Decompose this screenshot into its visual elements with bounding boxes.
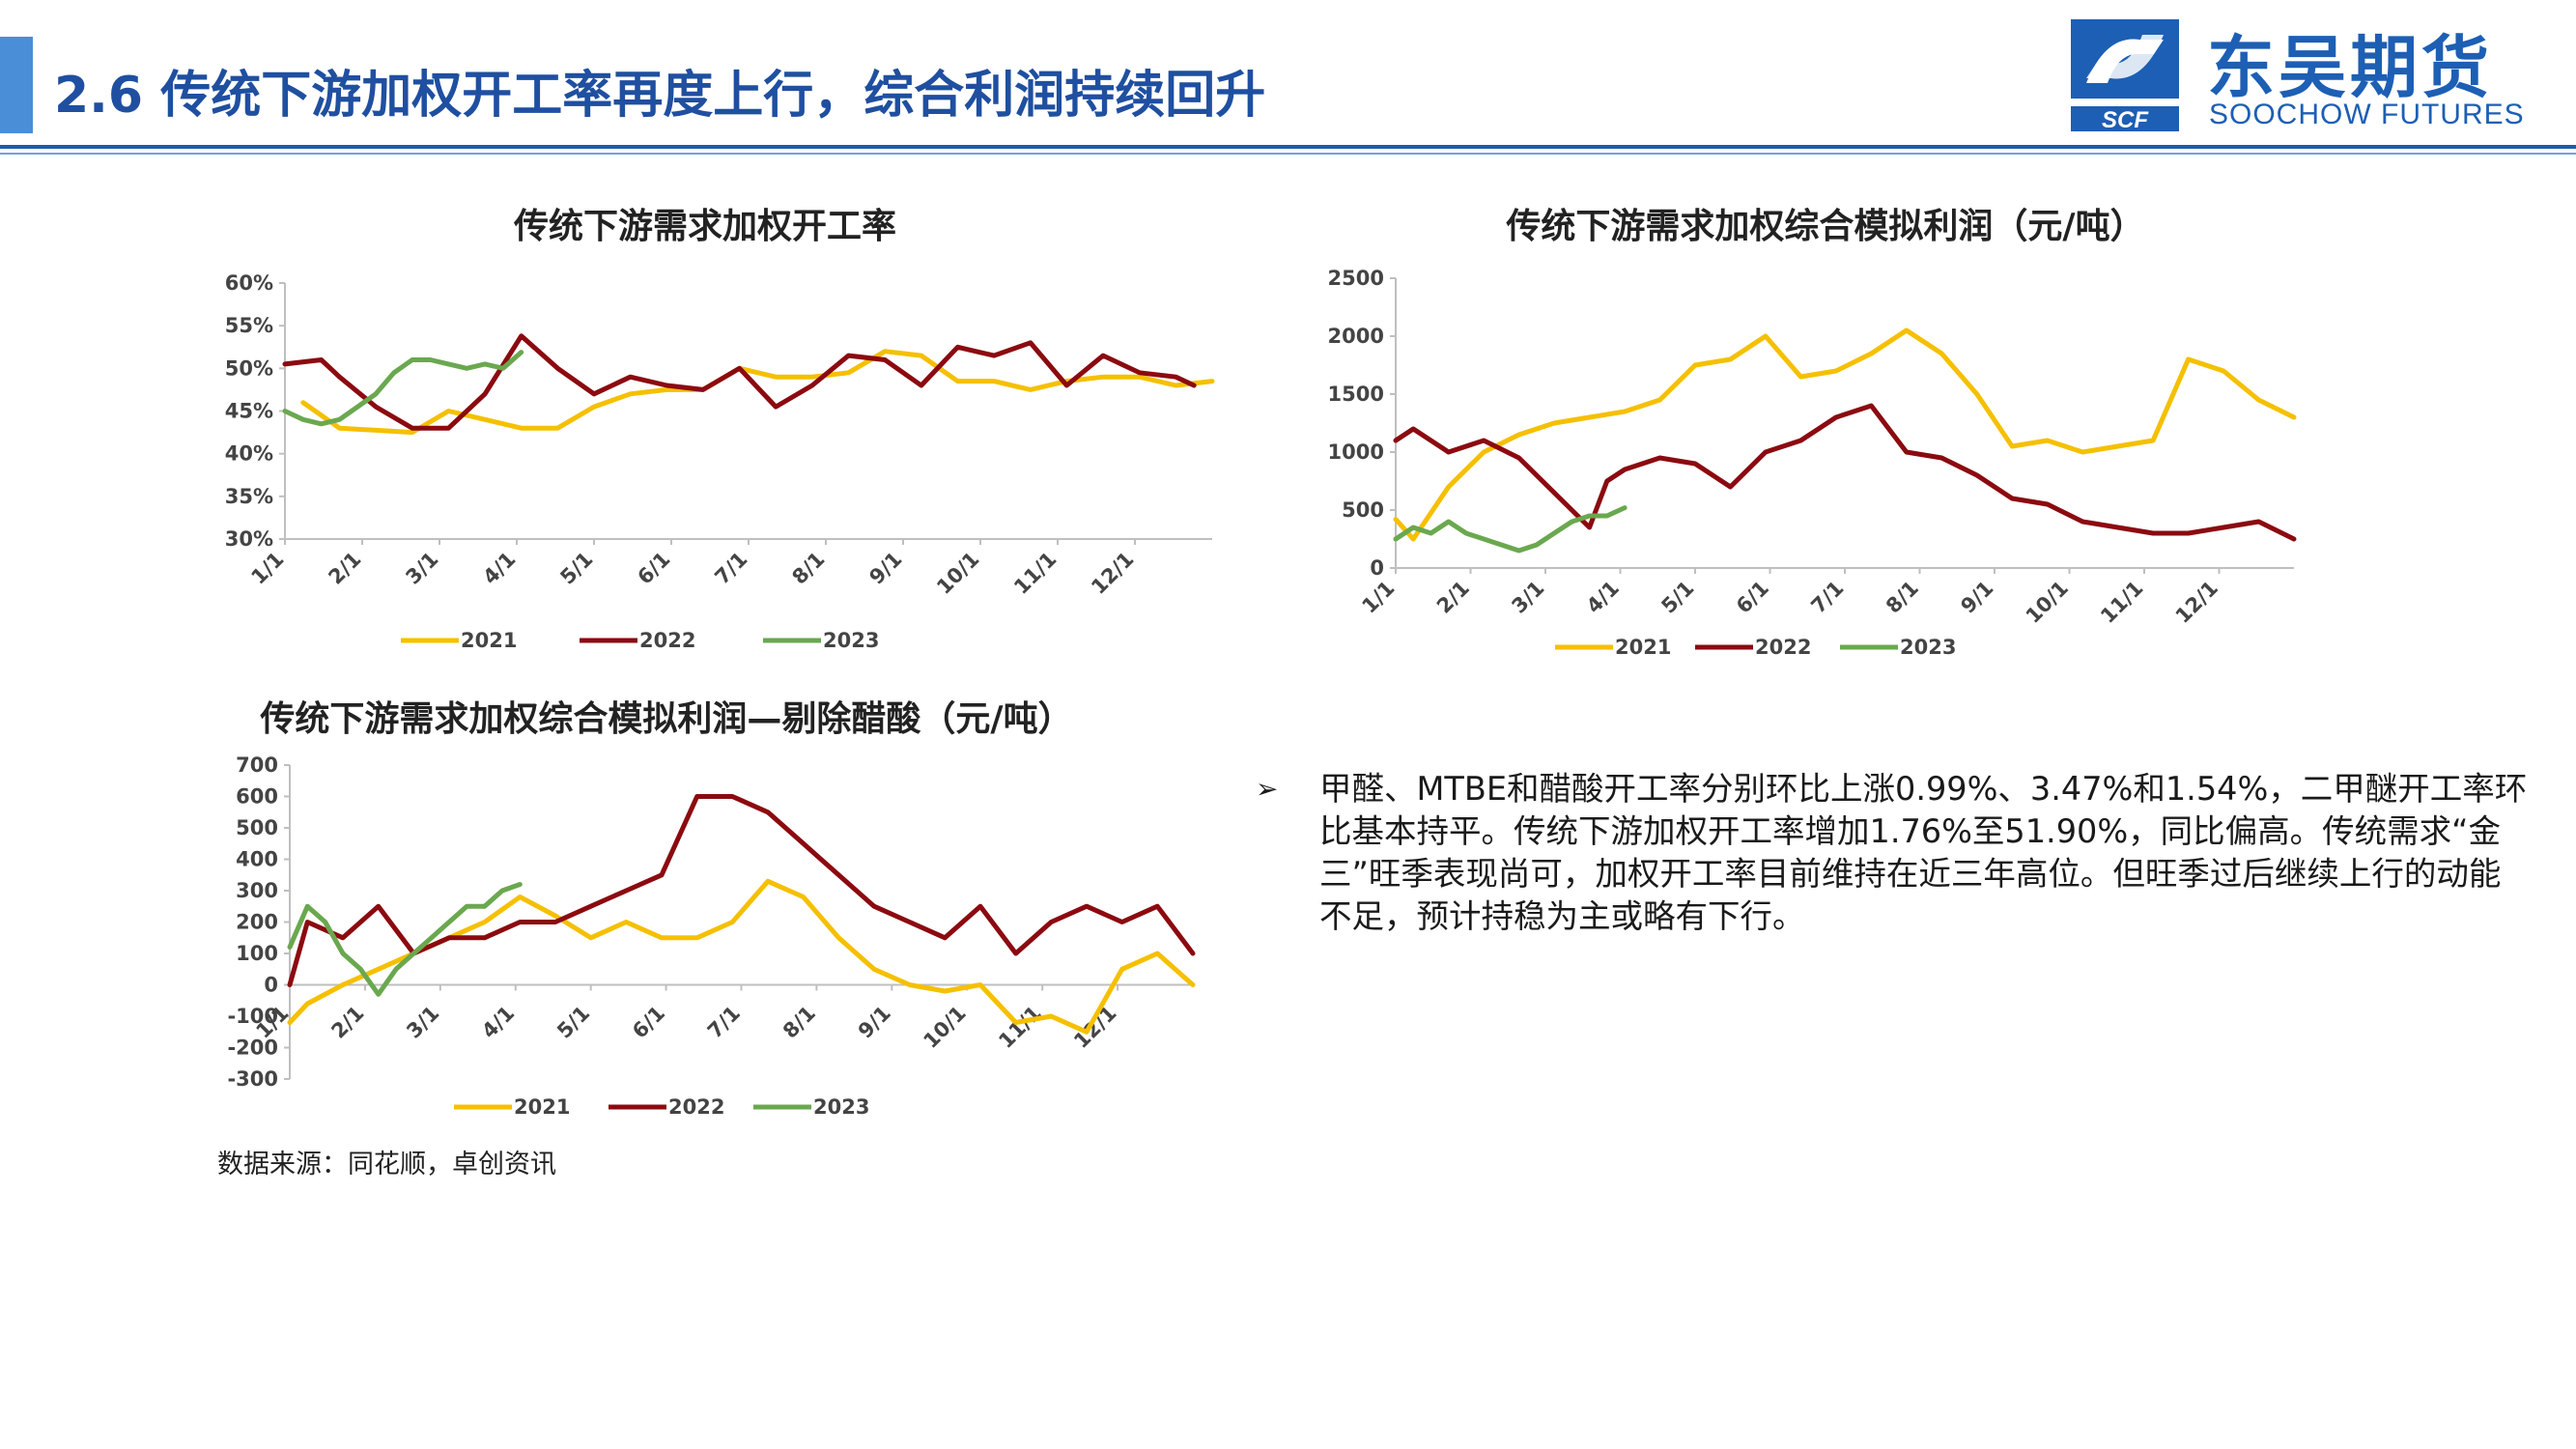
- x-tick-label: 5/1: [555, 548, 597, 589]
- x-tick-label: 9/1: [1956, 577, 1997, 618]
- chart-profit: 传统下游需求加权综合模拟利润（元/吨） 0 500 1000 1500 2000 2500 1…: [1328, 207, 2297, 659]
- series-line-2022: [282, 333, 1197, 431]
- y-tick-label: 500: [1342, 498, 1384, 522]
- x-tick-label: 7/1: [1806, 577, 1848, 618]
- y-tick-label: 35%: [225, 485, 273, 508]
- legend-label-2021: 2021: [1615, 636, 1671, 659]
- y-tick-label: 55%: [225, 314, 273, 337]
- legend-label-2022: 2022: [668, 1095, 724, 1119]
- x-tick-label: 7/1: [710, 548, 751, 589]
- x-tick-label: 8/1: [1882, 577, 1923, 618]
- y-tick-label: 500: [236, 816, 278, 839]
- x-tick-label: 12/1: [2171, 577, 2222, 628]
- legend-label-2022: 2022: [639, 629, 695, 652]
- x-tick-label: 9/1: [864, 548, 906, 589]
- chart-title: 传统下游需求加权开工率: [513, 207, 896, 246]
- series-line-2022: [1393, 403, 2297, 542]
- x-tick-label: 4/1: [478, 548, 520, 589]
- x-tick-label: 4/1: [477, 1002, 519, 1043]
- header-rule-thin: [0, 153, 2576, 155]
- logo-text-en: SOOCHOW FUTURES: [2209, 99, 2525, 130]
- y-tick-label: 50%: [225, 356, 273, 380]
- series-line-2022: [287, 794, 1196, 987]
- chart-profit-ex-acetic: 传统下游需求加权综合模拟利润—剔除醋酸（元/吨） -300 -200 -100 0 100…: [227, 699, 1196, 1119]
- bullet-point: ➢ 甲醛、MTBE和醋酸开工率分别环比上涨0.99%、3.47%和1.54%，二…: [1256, 768, 2531, 938]
- y-tick-label: 0: [264, 974, 278, 997]
- x-tick-label: 3/1: [1507, 577, 1548, 618]
- chart-title: 传统下游需求加权综合模拟利润—剔除醋酸（元/吨）: [259, 699, 1072, 739]
- x-tick-label: 9/1: [854, 1002, 895, 1043]
- legend-label-2021: 2021: [461, 629, 517, 652]
- x-tick-label: 10/1: [2022, 577, 2073, 628]
- bullet-text: 甲醛、MTBE和醋酸开工率分别环比上涨0.99%、3.47%和1.54%，二甲醚…: [1319, 770, 2528, 935]
- x-tick-label: 8/1: [787, 548, 829, 589]
- arrow-bullet-icon: ➢: [1256, 773, 1279, 805]
- legend-label-2022: 2022: [1755, 636, 1811, 659]
- y-tick-label: 0: [1370, 556, 1384, 580]
- logo-mark-icon: SCF: [2071, 19, 2179, 133]
- y-tick-label: 40%: [225, 442, 273, 466]
- series-line-2021: [300, 349, 1215, 436]
- x-tick-label: 11/1: [1009, 548, 1061, 599]
- x-tick-label: 3/1: [401, 548, 442, 589]
- x-tick-label: 6/1: [633, 548, 674, 589]
- x-tick-label: 10/1: [932, 548, 983, 599]
- x-tick-label: 1/1: [1357, 577, 1399, 618]
- x-tick-label: 2/1: [326, 1002, 368, 1043]
- legend-label-2023: 2023: [813, 1095, 869, 1119]
- y-tick-label: 600: [236, 785, 278, 809]
- y-tick-label: 45%: [225, 400, 273, 423]
- y-tick-label: 1500: [1328, 383, 1384, 406]
- y-tick-label: 700: [236, 753, 278, 777]
- x-tick-label: 2/1: [324, 548, 365, 589]
- chart-operating-rate: 传统下游需求加权开工率 30% 35% 40% 45% 50% 55% 60% 1/1 2/1 3/…: [225, 207, 1215, 652]
- series-line-2023: [1393, 505, 1628, 554]
- chart-title: 传统下游需求加权综合模拟利润（元/吨）: [1505, 207, 2144, 246]
- header-rule: [0, 145, 2576, 149]
- logo: SCF 东吴期货 SOOCHOW FUTURES: [2067, 15, 2569, 135]
- y-tick-label: 30%: [225, 527, 273, 551]
- y-tick-label: 2500: [1328, 267, 1384, 290]
- legend-label-2023: 2023: [1900, 636, 1956, 659]
- logo-text-cn: 东吴期货: [2207, 28, 2493, 107]
- series-line-2023: [287, 882, 523, 997]
- y-tick-label: 200: [236, 911, 278, 934]
- x-tick-label: 8/1: [778, 1002, 820, 1043]
- logo-mark-text: SCF: [2102, 107, 2149, 133]
- y-tick-label: -200: [227, 1037, 278, 1060]
- x-tick-label: 7/1: [703, 1002, 745, 1043]
- x-tick-label: 6/1: [628, 1002, 669, 1043]
- legend-label-2023: 2023: [823, 629, 879, 652]
- x-tick-label: 6/1: [1732, 577, 1773, 618]
- x-tick-label: 5/1: [1656, 577, 1698, 618]
- y-tick-label: 60%: [225, 271, 273, 295]
- y-tick-label: 2000: [1328, 325, 1384, 348]
- x-tick-label: 11/1: [2096, 577, 2147, 628]
- page-title: 2.6 传统下游加权开工率再度上行，综合利润持续回升: [54, 67, 1266, 125]
- y-tick-label: 300: [236, 879, 278, 902]
- x-tick-label: 3/1: [402, 1002, 443, 1043]
- x-tick-label: 12/1: [1087, 548, 1138, 599]
- data-source: 数据来源：同花顺，卓创资讯: [217, 1150, 556, 1179]
- y-tick-label: 1000: [1328, 440, 1384, 464]
- x-tick-label: 4/1: [1582, 577, 1624, 618]
- y-tick-label: 400: [236, 848, 278, 871]
- x-tick-label: 1/1: [246, 548, 288, 589]
- series-line-2021: [1393, 327, 2297, 542]
- y-tick-label: -100: [227, 1005, 278, 1028]
- y-tick-label: -300: [227, 1067, 278, 1091]
- x-tick-label: 5/1: [552, 1002, 594, 1043]
- y-tick-label: 100: [236, 942, 278, 965]
- x-tick-label: 2/1: [1432, 577, 1474, 618]
- x-tick-label: 10/1: [919, 1002, 970, 1053]
- series-line-2023: [282, 350, 524, 427]
- accent-bar: [0, 37, 33, 133]
- legend-label-2021: 2021: [514, 1095, 570, 1119]
